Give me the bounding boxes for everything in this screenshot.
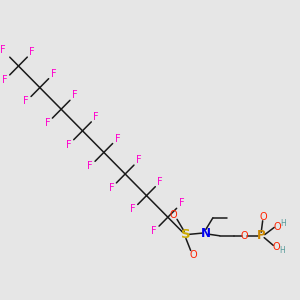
Text: F: F xyxy=(2,75,8,85)
Text: F: F xyxy=(93,112,99,122)
Text: S: S xyxy=(181,228,190,242)
Text: F: F xyxy=(29,47,35,57)
Text: O: O xyxy=(272,242,280,252)
Text: O: O xyxy=(273,221,281,232)
Text: F: F xyxy=(45,118,50,128)
Text: H: H xyxy=(280,219,286,228)
Text: O: O xyxy=(169,209,177,220)
Text: O: O xyxy=(190,250,197,260)
Text: F: F xyxy=(115,134,120,144)
Text: F: F xyxy=(152,226,157,236)
Text: O: O xyxy=(260,212,267,222)
Text: F: F xyxy=(66,140,72,150)
Text: F: F xyxy=(72,90,78,100)
Text: F: F xyxy=(179,198,184,208)
Text: F: F xyxy=(0,45,5,55)
Text: F: F xyxy=(157,177,163,187)
Text: H: H xyxy=(280,246,285,255)
Text: F: F xyxy=(109,183,114,193)
Text: F: F xyxy=(136,155,142,165)
Text: P: P xyxy=(257,229,266,242)
Text: N: N xyxy=(200,227,211,240)
Text: O: O xyxy=(240,231,248,241)
Text: F: F xyxy=(130,204,136,214)
Text: F: F xyxy=(51,69,56,79)
Text: F: F xyxy=(87,161,93,171)
Text: F: F xyxy=(23,96,29,106)
